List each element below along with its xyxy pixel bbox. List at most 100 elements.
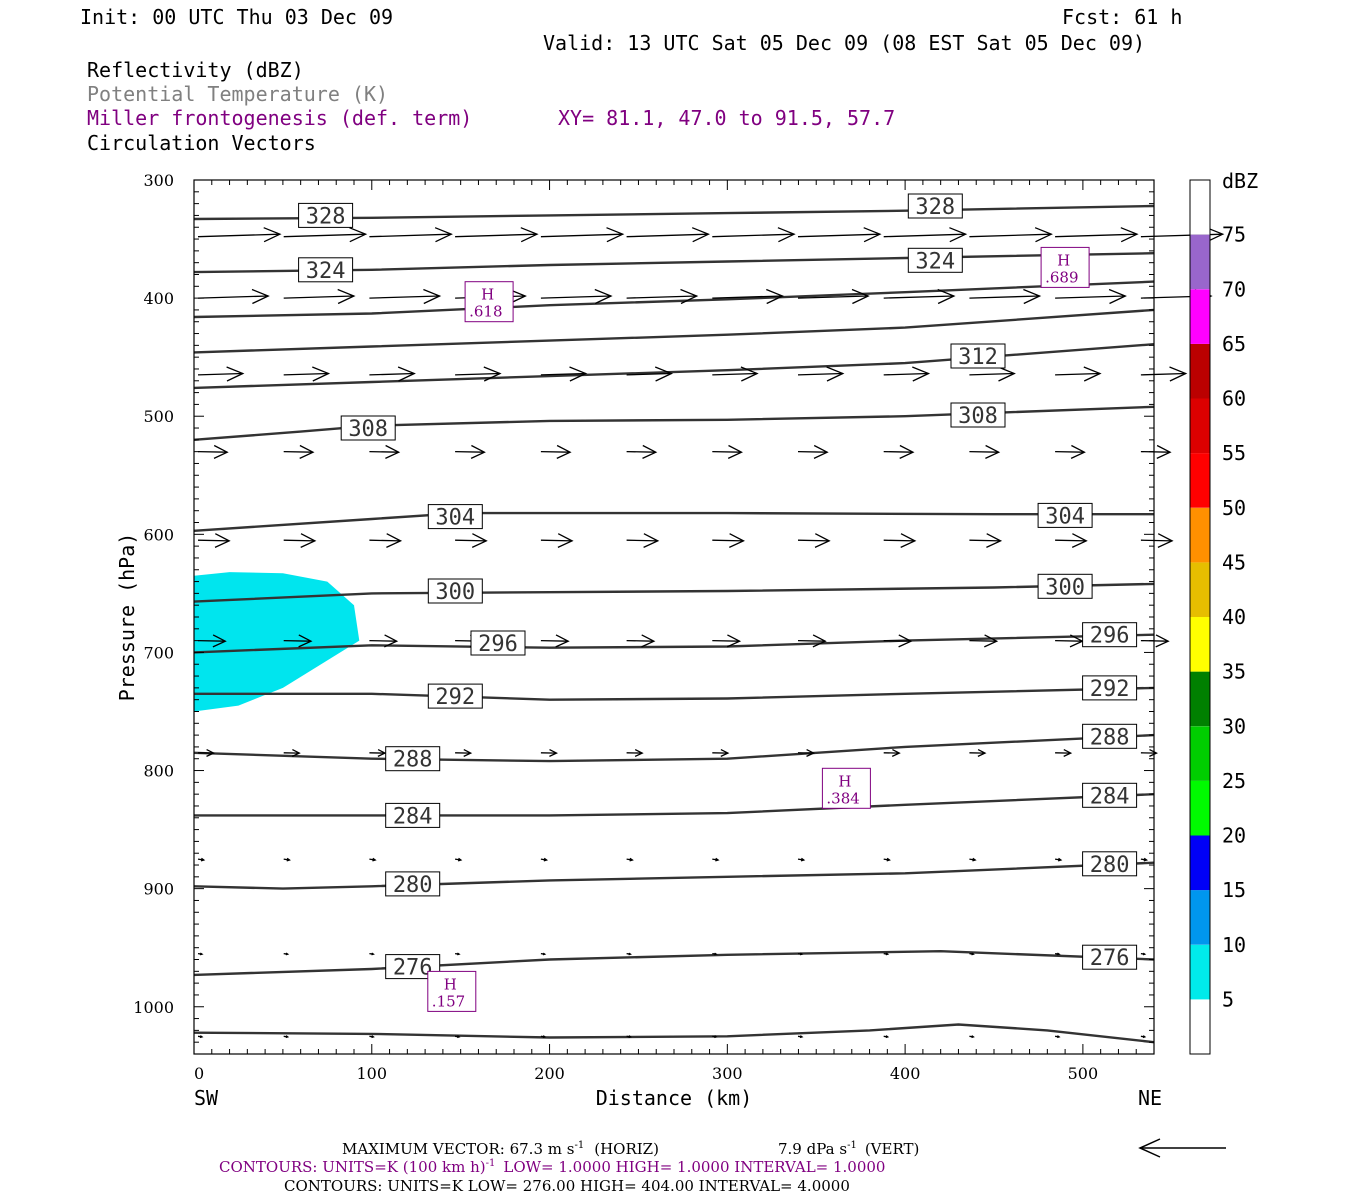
vector-head xyxy=(985,444,1001,459)
theta-label-box xyxy=(340,415,396,441)
vector-shaft xyxy=(1055,233,1138,238)
circulation-vector xyxy=(883,366,931,382)
reference-vector-arrow xyxy=(1138,1138,1226,1158)
vector-shaft xyxy=(969,372,1015,376)
circulation-vector xyxy=(369,1035,375,1039)
vector-shaft xyxy=(1055,372,1101,376)
theta-label-box xyxy=(1082,851,1138,877)
vector-head xyxy=(799,952,804,956)
vector-head xyxy=(1034,227,1053,243)
circulation-vector xyxy=(455,1035,461,1039)
theta-contour-label: 308 xyxy=(348,417,388,442)
vector-shaft xyxy=(1055,295,1126,299)
circulation-vector xyxy=(197,634,227,648)
circulation-vector xyxy=(1055,1035,1061,1039)
vector-head xyxy=(542,952,547,956)
theta-label-box xyxy=(427,578,483,604)
theta-contour-label: 280 xyxy=(393,873,433,898)
vector-shaft xyxy=(969,295,1040,299)
circulation-vector xyxy=(797,1035,804,1039)
vector-shaft xyxy=(712,295,783,299)
theta-label-box xyxy=(385,802,441,828)
vector-shaft xyxy=(455,450,485,453)
circulation-vector xyxy=(283,366,331,382)
colorbar-bin xyxy=(1190,890,1210,945)
x-axis-left-end-label: SW xyxy=(194,1086,219,1110)
colorbar-bin xyxy=(1190,671,1210,727)
theta-contour-label: 304 xyxy=(435,506,475,531)
colorbar-level-label: 70 xyxy=(1222,277,1246,301)
circulation-vector xyxy=(369,366,416,382)
vector-head xyxy=(826,366,845,382)
vertical-tag: (VERT) xyxy=(865,1140,920,1158)
circulation-vector xyxy=(626,952,632,956)
vector-head xyxy=(226,366,245,382)
theta-label-box xyxy=(298,257,354,283)
vector-head xyxy=(299,444,315,459)
x-tick-label: 0 xyxy=(194,1064,204,1083)
vector-head xyxy=(984,634,999,648)
vector-head xyxy=(899,444,915,459)
circulation-vector xyxy=(369,857,377,862)
colorbar-bin xyxy=(1190,726,1210,781)
theta-contour-label: 328 xyxy=(306,204,346,229)
theta-contour-label: 304 xyxy=(1045,504,1085,529)
circulation-vector xyxy=(797,227,882,243)
vector-head xyxy=(1120,227,1139,243)
theta-contour-284 xyxy=(194,793,1155,817)
circulation-vector-layer xyxy=(197,227,1225,1039)
vector-head xyxy=(463,749,473,757)
theta-label-box xyxy=(427,504,483,530)
theta-label-box xyxy=(298,202,354,228)
colorbar-bin-below-5 xyxy=(1190,999,1210,1054)
vector-head xyxy=(556,444,572,459)
circulation-vector xyxy=(283,444,315,459)
colorbar-bin xyxy=(1190,398,1210,454)
field-circulation-vectors: Circulation Vectors xyxy=(87,131,316,155)
circulation-vector xyxy=(969,288,1042,305)
vector-shaft xyxy=(1140,450,1171,453)
vector-shaft xyxy=(540,295,612,299)
vector-shaft xyxy=(969,450,999,453)
vector-shaft xyxy=(626,639,654,642)
vector-head xyxy=(434,227,453,243)
vector-head xyxy=(385,444,401,459)
colorbar-bin xyxy=(1190,562,1210,617)
circulation-vector xyxy=(969,227,1053,243)
x-tick-label: 500 xyxy=(1068,1064,1099,1083)
vector-shaft xyxy=(626,295,697,299)
colorbar-frame xyxy=(1189,179,1211,1055)
vector-head xyxy=(799,1035,804,1039)
vector-head xyxy=(212,634,227,648)
circulation-vector xyxy=(883,533,917,548)
theta-contour-296 xyxy=(193,633,1155,654)
vector-head xyxy=(1023,288,1042,305)
vector-head xyxy=(1083,366,1102,382)
circulation-vector xyxy=(283,857,291,862)
vector-shaft xyxy=(712,450,742,453)
y-tick-label: 400 xyxy=(143,289,174,308)
circulation-vector xyxy=(1055,952,1061,956)
vector-head xyxy=(634,749,644,757)
vector-shaft xyxy=(540,450,571,453)
theta-label-box xyxy=(950,402,1006,428)
superscript-minus-one: -1 xyxy=(847,1140,857,1151)
colorbar-bin xyxy=(1190,289,1210,344)
vector-head xyxy=(885,1035,890,1039)
y-tick-label: 600 xyxy=(143,525,174,544)
theta-contour-label: 284 xyxy=(393,804,433,829)
x-tick-label: 100 xyxy=(357,1064,388,1083)
theta-label-box xyxy=(1037,502,1093,528)
vector-head xyxy=(199,1035,204,1039)
vector-head xyxy=(986,533,1003,548)
vector-head xyxy=(720,749,730,757)
circulation-vector xyxy=(626,857,634,862)
circulation-vector xyxy=(197,857,206,862)
theta-contour-label: 296 xyxy=(1090,624,1130,649)
vector-head xyxy=(285,1035,290,1039)
theta-label-box xyxy=(470,630,526,656)
colorbar-level-label: 15 xyxy=(1222,878,1246,902)
fgen-units: CONTOURS: UNITS=K (100 km h) xyxy=(219,1158,486,1176)
vector-head xyxy=(542,1035,547,1039)
colorbar-bin xyxy=(1190,780,1210,836)
